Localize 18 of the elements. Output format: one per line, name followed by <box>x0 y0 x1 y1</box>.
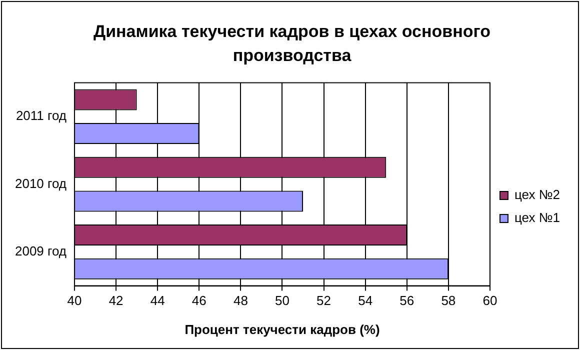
y-tick-label: 2009 год <box>14 244 67 259</box>
x-tick-label: 58 <box>441 293 456 308</box>
y-tick-label: 2011 год <box>16 108 67 124</box>
chart-title: Динамика текучести кадров в цехах основного производства <box>92 21 492 67</box>
x-axis-title: Процент текучести кадров (%) <box>184 322 380 337</box>
x-tick-label: 50 <box>275 293 290 308</box>
x-tick-label: 60 <box>482 293 498 308</box>
x-tick-label: 48 <box>233 293 248 308</box>
x-tick-label: 52 <box>316 293 332 308</box>
legend-label: цех №1 <box>514 210 560 226</box>
x-tick-label: 46 <box>192 293 206 308</box>
x-tick-label: 44 <box>150 293 165 308</box>
x-tick-label: 54 <box>358 293 373 308</box>
y-tick-label: 2010 год <box>14 176 67 191</box>
x-tick-label: 40 <box>67 293 82 308</box>
x-tick-label: 42 <box>108 293 124 308</box>
legend-label: цех №2 <box>514 187 560 202</box>
x-tick-label: 56 <box>400 293 414 308</box>
